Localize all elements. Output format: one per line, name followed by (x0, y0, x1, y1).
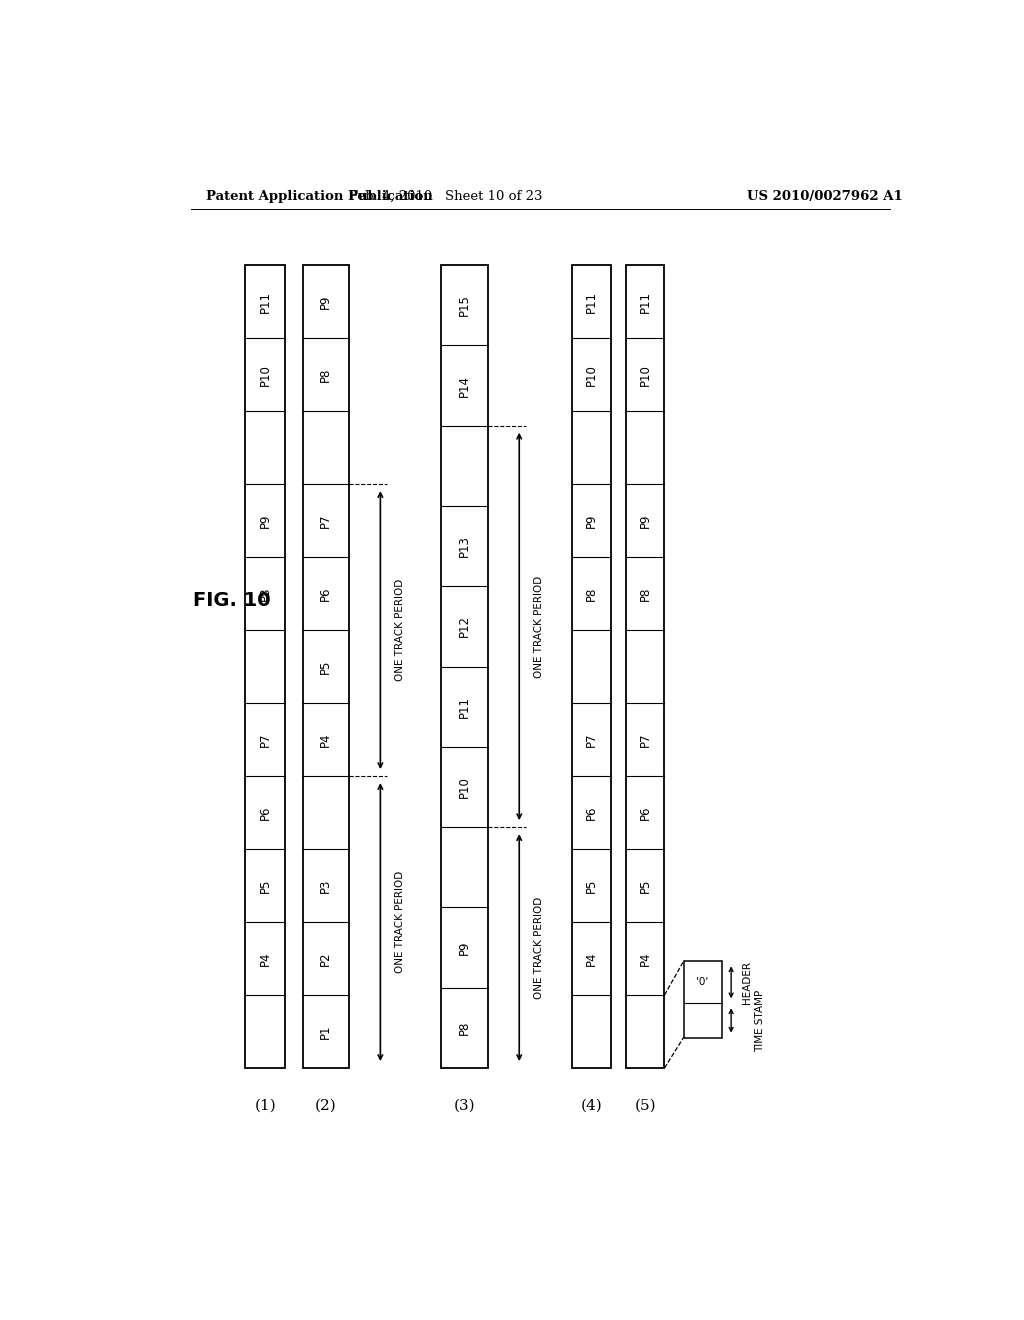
Text: (5): (5) (635, 1098, 656, 1113)
Text: P7: P7 (319, 513, 332, 528)
Text: '0': '0' (696, 977, 709, 987)
Text: P8: P8 (319, 367, 332, 381)
Text: P8: P8 (639, 586, 652, 601)
Text: P9: P9 (639, 513, 652, 528)
Text: P4: P4 (259, 952, 271, 966)
Text: P14: P14 (458, 375, 471, 396)
Text: P1: P1 (319, 1024, 332, 1039)
Text: P5: P5 (585, 878, 598, 892)
Text: P4: P4 (319, 733, 332, 747)
Text: P6: P6 (259, 805, 271, 820)
Text: P12: P12 (458, 615, 471, 638)
Text: P4: P4 (585, 952, 598, 966)
Bar (246, 265, 285, 1068)
Text: Feb. 4, 2010   Sheet 10 of 23: Feb. 4, 2010 Sheet 10 of 23 (349, 190, 542, 202)
Text: (1): (1) (254, 1098, 276, 1113)
Text: US 2010/0027962 A1: US 2010/0027962 A1 (748, 190, 903, 202)
Text: (2): (2) (314, 1098, 337, 1113)
Text: P10: P10 (458, 776, 471, 799)
Bar (684, 961, 722, 1038)
Text: HEADER: HEADER (742, 961, 753, 1003)
Bar (627, 265, 665, 1068)
Text: Patent Application Publication: Patent Application Publication (206, 190, 432, 202)
Text: P10: P10 (585, 364, 598, 385)
Text: P5: P5 (319, 660, 332, 673)
Text: P9: P9 (259, 513, 271, 528)
Text: P11: P11 (585, 290, 598, 313)
Text: P10: P10 (639, 364, 652, 385)
Text: P7: P7 (259, 733, 271, 747)
Text: P9: P9 (458, 940, 471, 954)
Text: P8: P8 (259, 586, 271, 601)
Text: P15: P15 (458, 294, 471, 317)
Text: (4): (4) (581, 1098, 602, 1113)
Text: P4: P4 (639, 952, 652, 966)
Text: ONE TRACK PERIOD: ONE TRACK PERIOD (534, 576, 544, 677)
Text: P11: P11 (259, 290, 271, 313)
Text: P9: P9 (585, 513, 598, 528)
Text: P6: P6 (639, 805, 652, 820)
Text: P5: P5 (639, 878, 652, 892)
Text: TIME STAMP: TIME STAMP (755, 989, 765, 1052)
Text: P5: P5 (259, 878, 271, 892)
Text: P8: P8 (585, 586, 598, 601)
Text: P11: P11 (639, 290, 652, 313)
Text: FIG. 10: FIG. 10 (194, 591, 270, 610)
Text: ONE TRACK PERIOD: ONE TRACK PERIOD (534, 896, 544, 999)
Text: P6: P6 (585, 805, 598, 820)
Text: P8: P8 (458, 1020, 471, 1035)
Text: ONE TRACK PERIOD: ONE TRACK PERIOD (394, 871, 404, 973)
Text: P3: P3 (319, 878, 332, 892)
Bar (303, 265, 348, 1068)
Text: (3): (3) (454, 1098, 475, 1113)
Text: P9: P9 (319, 294, 332, 309)
Text: P10: P10 (259, 364, 271, 385)
Text: P7: P7 (585, 733, 598, 747)
Text: P2: P2 (319, 952, 332, 966)
Text: ONE TRACK PERIOD: ONE TRACK PERIOD (394, 579, 404, 681)
Bar (572, 265, 610, 1068)
Text: P13: P13 (458, 535, 471, 557)
Text: P7: P7 (639, 733, 652, 747)
Text: P11: P11 (458, 696, 471, 718)
Bar (441, 265, 487, 1068)
Text: P6: P6 (319, 586, 332, 601)
